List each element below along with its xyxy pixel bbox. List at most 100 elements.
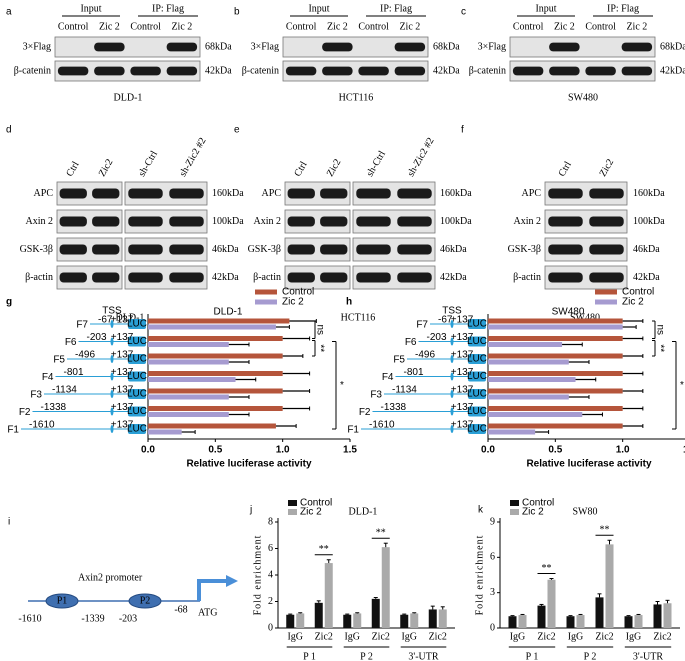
band (394, 42, 426, 52)
y-tick-label: 0 (268, 622, 273, 633)
construct-start: -496 (415, 350, 435, 361)
construct-end: +137 (111, 315, 134, 326)
band (548, 244, 583, 255)
bar (624, 616, 633, 628)
reporter-label: LUC (127, 406, 147, 417)
x-tick-label: Zic2 (537, 631, 555, 642)
row-label: β-actin (513, 272, 541, 283)
x-tick-label: IgG (626, 631, 642, 642)
codon-label: ATG (198, 607, 217, 618)
construct-start: -1134 (392, 385, 417, 396)
construct-end: +137 (111, 350, 134, 361)
tss-marker (450, 407, 454, 416)
size-label: 160kDa (212, 188, 244, 199)
panel-letter: k (478, 505, 484, 516)
reporter-label: LUC (467, 319, 487, 330)
tss-marker (110, 320, 114, 328)
blot-frame (352, 265, 436, 290)
construct-end: +137 (111, 332, 134, 343)
lane-label: Control (513, 21, 544, 32)
construct-start: -1338 (381, 402, 407, 413)
bar (547, 579, 556, 628)
legend-swatch (288, 500, 297, 506)
bar (537, 605, 546, 628)
band (585, 66, 616, 76)
size-label: 68kDa (205, 41, 232, 52)
x-tick-label: Zic2 (429, 631, 447, 642)
band (92, 188, 120, 199)
category-label: F7 (76, 320, 88, 331)
x-tick-label: IgG (344, 631, 360, 642)
reporter-label: LUC (127, 389, 147, 400)
row-label: 3×Flag (23, 41, 51, 52)
legend-swatch (288, 509, 297, 515)
legend-label: Control (522, 498, 554, 509)
band (358, 66, 389, 76)
bar (488, 377, 576, 382)
band (287, 188, 315, 199)
category-label: F4 (382, 372, 394, 383)
band (59, 216, 87, 227)
annotation: ** (319, 544, 329, 555)
band (287, 244, 315, 255)
bar (148, 342, 229, 347)
bar (410, 613, 419, 628)
band (397, 188, 432, 199)
band (285, 66, 317, 76)
size-label: 68kDa (660, 41, 685, 52)
band (169, 188, 204, 199)
band (549, 42, 580, 52)
construct-end: +137 (451, 332, 474, 343)
category-label: F6 (405, 337, 417, 348)
group-header: Input (308, 3, 329, 14)
blot-frame (56, 209, 123, 234)
x-tick-label: Zic2 (653, 631, 671, 642)
group-label: P 2 (360, 651, 373, 661)
x-axis-label: Relative luciferase activity (526, 459, 652, 470)
row-label: APC (522, 188, 542, 199)
annotation: ** (542, 563, 552, 574)
bar (148, 412, 229, 417)
band (548, 188, 583, 199)
band (589, 244, 624, 255)
category-label: F3 (370, 390, 382, 401)
y-axis-label: Fold enrichment (474, 535, 485, 616)
row-label: GSK-3β (508, 244, 541, 255)
band (128, 244, 163, 255)
construct-start: -496 (75, 350, 95, 361)
arrow-head (226, 575, 238, 587)
bar (381, 547, 390, 628)
band (59, 188, 87, 199)
x-tick-label: 0.0 (481, 445, 495, 456)
bar (653, 604, 662, 628)
tss-marker (450, 355, 454, 363)
bar (488, 353, 623, 359)
legend-label: Control (282, 287, 314, 298)
annotation: ** (654, 344, 665, 352)
x-tick-label: IgG (568, 631, 584, 642)
band (287, 272, 315, 283)
band (320, 244, 348, 255)
band (548, 272, 583, 283)
construct-end: +137 (451, 385, 474, 396)
band (549, 66, 580, 76)
construct-end: +137 (111, 385, 134, 396)
bar (324, 563, 333, 628)
x-tick-label: IgG (510, 631, 526, 642)
bar (488, 406, 623, 411)
band (92, 272, 120, 283)
category-label: F6 (65, 337, 77, 348)
bar (595, 597, 604, 628)
row-label: Axin 2 (254, 216, 282, 227)
group-header: IP: Flag (380, 3, 412, 14)
blot-frame (56, 237, 123, 262)
y-tick-label: 8 (268, 516, 273, 527)
band (356, 216, 391, 227)
chart-title: DLD-1 (349, 506, 378, 517)
legend-label: Zic 2 (282, 297, 304, 308)
construct-start: -1338 (41, 402, 67, 413)
band (397, 272, 432, 283)
reporter-label: LUC (467, 424, 487, 435)
band (320, 188, 348, 199)
